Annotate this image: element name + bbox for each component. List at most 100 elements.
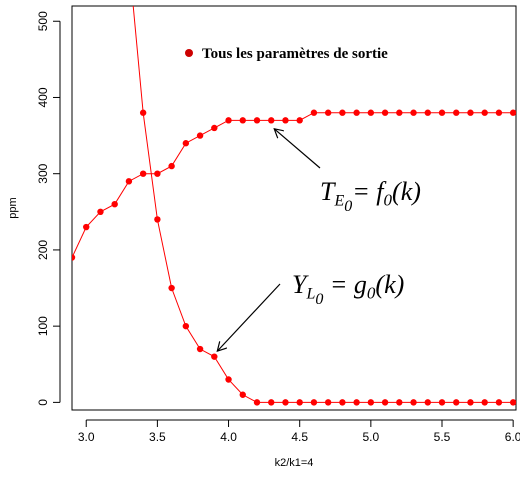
annotation-label-part: Y	[292, 270, 309, 299]
series-2-point	[239, 391, 246, 398]
plot-area	[72, 6, 516, 406]
series-2-point	[168, 284, 175, 292]
annotations: TE0= f0(k)YL0 = g0(k)	[217, 129, 421, 351]
series-1-point	[282, 117, 289, 124]
series-1-point	[111, 200, 118, 208]
y-axis: 0 100 200 300 400 500	[36, 11, 61, 406]
series-1-point	[268, 117, 275, 124]
series-2-point	[481, 399, 488, 406]
y-axis-label: ppm	[7, 197, 19, 218]
series-1-point	[453, 109, 460, 116]
series-2-point	[509, 399, 516, 406]
series-1-point	[381, 109, 389, 116]
series-2-point	[453, 399, 460, 406]
annotation-label-part: 0	[315, 291, 323, 308]
x-axis: 3.0 3.5 4.0 4.5 5.0 5.5 6.0	[78, 419, 520, 444]
annotation-label: YL0 = g0(k)	[292, 270, 404, 308]
series-2-point	[211, 353, 218, 360]
series-1-point	[310, 109, 318, 116]
series-1-point	[367, 109, 375, 116]
series-2-point	[396, 399, 403, 406]
series-1-point	[353, 109, 360, 116]
series-2-point	[253, 399, 261, 406]
legend: Tous les paramètres de sortie	[185, 46, 388, 62]
series-1-point	[154, 170, 161, 177]
series-2-point	[495, 399, 503, 406]
series-1-point	[481, 109, 488, 116]
series-2-point	[296, 399, 303, 406]
annotation-label-part: 0	[384, 191, 393, 210]
series-2-point	[367, 399, 375, 406]
x-tick-label: 5.0	[363, 430, 380, 444]
annotation-arrow	[217, 283, 281, 351]
x-tick-label: 4.5	[291, 430, 308, 444]
series-1-line	[72, 112, 514, 258]
series-2-point	[438, 399, 446, 406]
legend-label: Tous les paramètres de sortie	[202, 46, 388, 62]
series-2-point	[139, 109, 147, 116]
annotation-label-part: T	[320, 177, 336, 206]
legend-marker	[185, 49, 193, 57]
annotation-arrow	[274, 129, 321, 169]
annotation-label: TE0= f0(k)	[320, 177, 421, 215]
series-2-point	[324, 399, 332, 406]
series-2-point	[381, 399, 389, 406]
plot-frame	[71, 5, 517, 411]
annotation-label-part: = g	[323, 270, 367, 299]
series-2-point	[339, 399, 346, 406]
y-tick-label: 500	[36, 11, 50, 31]
x-tick-label: 6.0	[505, 430, 520, 444]
annotation-label-part: = f	[352, 177, 387, 206]
annotation-label-part: (k)	[392, 177, 421, 206]
annotation-label-part: 0	[344, 198, 352, 215]
series-2-point	[282, 399, 289, 406]
series-2-point	[225, 376, 232, 383]
annotation-label-part: L	[305, 286, 315, 303]
x-tick-label: 3.5	[149, 430, 166, 444]
series-1-point	[253, 117, 261, 124]
series-1-point	[168, 162, 175, 170]
series-1-point	[424, 109, 431, 116]
x-tick-label: 5.5	[434, 430, 451, 444]
series-1-point	[211, 124, 218, 132]
series-2-point	[310, 399, 318, 406]
series-1-point	[509, 109, 516, 116]
series-1-point	[410, 109, 417, 116]
series-1-point	[225, 117, 232, 124]
series-1-point	[182, 140, 190, 147]
y-tick-label: 300	[36, 163, 50, 183]
series-1-point	[495, 109, 503, 116]
series-1-point	[239, 117, 246, 124]
series-1-point	[296, 117, 303, 124]
series-2-line	[132, 6, 514, 403]
series-2-point	[268, 399, 275, 406]
series-1-point	[324, 109, 332, 116]
series-1-point	[396, 109, 403, 116]
series-2-point	[154, 216, 161, 223]
y-tick-label: 400	[36, 87, 50, 107]
series-1-point	[196, 132, 204, 139]
series-1-point	[438, 109, 446, 116]
x-tick-label: 4.0	[220, 430, 237, 444]
series-2-point	[410, 399, 417, 406]
annotation-label-part: 0	[367, 284, 376, 303]
x-axis-label: k2/k1=4	[275, 457, 314, 469]
series-1-point	[97, 208, 104, 216]
y-tick-label: 0	[36, 399, 50, 406]
series-1-point	[467, 109, 474, 116]
series-2-point	[182, 322, 190, 330]
series-2-point	[424, 399, 431, 406]
series-1-point	[125, 178, 133, 185]
annotation-label-part: (k)	[375, 270, 404, 299]
series-1-point	[83, 223, 90, 231]
x-tick-label: 3.0	[78, 430, 95, 444]
series-2-point	[467, 399, 474, 406]
y-tick-label: 200	[36, 240, 50, 260]
series-1-point	[72, 254, 76, 261]
annotation-label-part: E	[333, 193, 344, 210]
y-tick-label: 100	[36, 316, 50, 336]
series-2-point	[196, 345, 204, 353]
series-2-point	[353, 399, 360, 406]
series-1-point	[339, 109, 346, 116]
